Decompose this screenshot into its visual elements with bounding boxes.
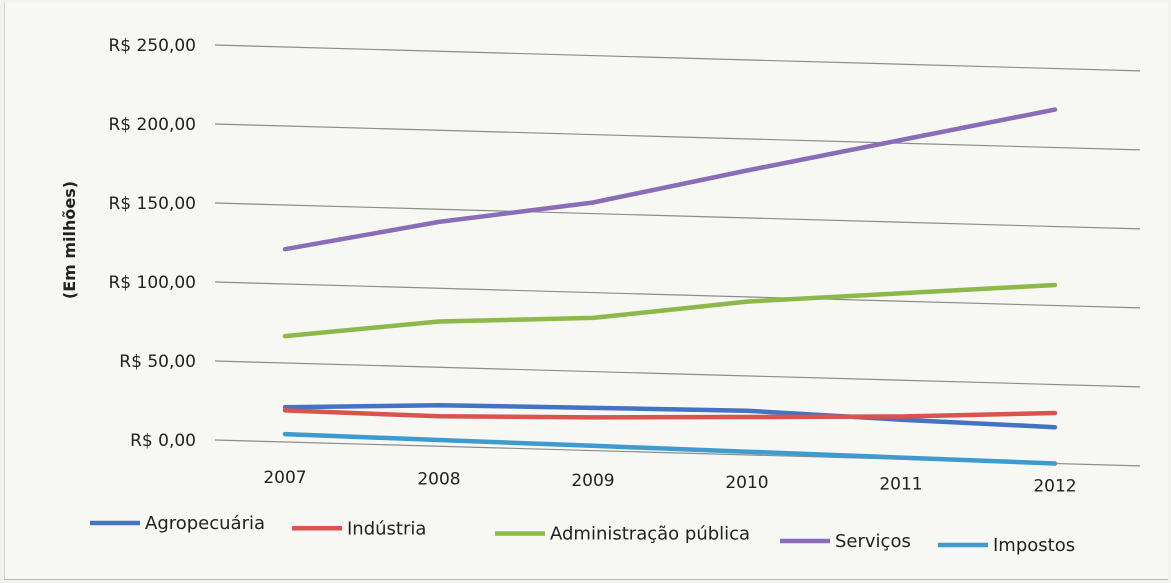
y-tick-label: R$ 150,00 [108, 194, 196, 214]
x-tick-label: 2011 [879, 475, 922, 495]
series-line [282, 107, 1058, 252]
gridline [214, 123, 1141, 151]
y-axis-label: (Em milhões) [60, 181, 79, 299]
gridline [214, 202, 1141, 230]
y-tick-label: R$ 50,00 [119, 352, 196, 372]
legend-label: Serviços [835, 531, 911, 552]
legend-label: Agropecuária [145, 513, 265, 534]
x-tick-label: 2007 [263, 468, 306, 488]
legend-label: Administração pública [550, 524, 750, 545]
x-tick-label: 2010 [725, 473, 768, 493]
gridline [214, 281, 1141, 309]
series-line [282, 431, 1058, 466]
legend-label: Impostos [993, 535, 1075, 556]
grid-lines [214, 44, 1141, 467]
y-tick-label: R$ 250,00 [108, 36, 196, 56]
y-tick-label: R$ 200,00 [108, 115, 196, 135]
y-axis-ticks: R$ 0,00 R$ 50,00 R$ 100,00 R$ 150,00 R$ 200,… [108, 36, 196, 451]
x-tick-label: 2012 [1033, 476, 1076, 496]
legend: Agropecuária Indústria Administração públi… [90, 513, 1075, 556]
y-tick-label: R$ 0,00 [130, 431, 196, 451]
x-tick-label: 2009 [571, 471, 614, 491]
gridline [214, 360, 1141, 388]
x-axis-ticks: 2007 2008 2009 2010 2011 2012 [263, 468, 1076, 497]
x-tick-label: 2008 [417, 470, 460, 490]
gridline [214, 44, 1141, 72]
series-line [282, 408, 1058, 420]
series-line [282, 402, 1058, 430]
y-tick-label: R$ 100,00 [108, 273, 196, 293]
series-line [282, 282, 1058, 339]
legend-label: Indústria [347, 518, 426, 539]
series-lines [282, 107, 1058, 466]
